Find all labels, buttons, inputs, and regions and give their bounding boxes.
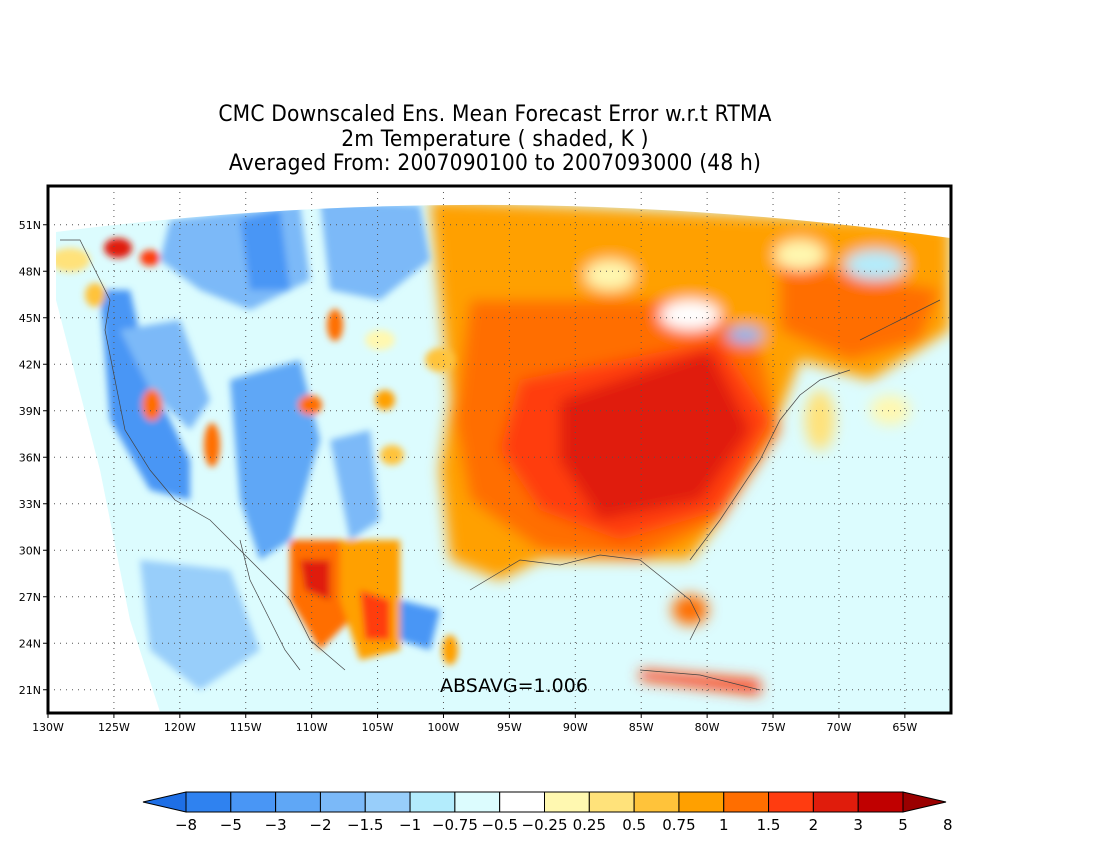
colorbar-swatch <box>319 791 366 813</box>
colorbar-label: 0.25 <box>573 816 606 834</box>
colorbar-label: −0.75 <box>432 816 478 834</box>
colorbar-label: 1 <box>719 816 729 834</box>
lat-tick-label: 27N <box>19 591 41 604</box>
colorbar-label: 2 <box>809 816 819 834</box>
lon-tick-label: 65W <box>892 721 917 734</box>
lat-tick-label: 30N <box>19 544 41 557</box>
longitude-axis: 130W 125W 120W 115W 110W 105W 100W 95W 90W 85W 80W… <box>32 713 917 734</box>
colorbar-swatch <box>812 791 859 813</box>
lat-tick-label: 33N <box>19 498 41 511</box>
colorbar-labels: −8 −5 −3 −2 −1.5 −1 −0.75 −0.5 −0.25 0.25 0.5 0.75 1… <box>175 816 953 834</box>
lon-tick-label: 125W <box>98 721 130 734</box>
lat-tick-label: 48N <box>19 265 41 278</box>
lon-tick-label: 100W <box>428 721 460 734</box>
colorbar-label: −2 <box>309 816 331 834</box>
absavg-label: ABSAVG=1.006 <box>440 675 588 697</box>
coastline-outline <box>60 239 941 691</box>
colorbar-swatch <box>364 791 411 813</box>
colorbar-swatch <box>454 791 501 813</box>
lon-tick-label: 90W <box>563 721 588 734</box>
lat-tick-label: 39N <box>19 405 41 418</box>
lat-tick-label: 24N <box>19 637 41 650</box>
lat-lon-grid <box>48 186 951 713</box>
lon-tick-label: 110W <box>296 721 328 734</box>
lat-tick-label: 42N <box>19 358 41 371</box>
colorbar-swatch <box>902 791 947 813</box>
colorbar-label: −0.5 <box>481 816 517 834</box>
lon-tick-label: 80W <box>695 721 720 734</box>
colorbar-label: −1.5 <box>347 816 383 834</box>
colorbar-swatch <box>544 791 590 813</box>
title-line-1: CMC Downscaled Ens. Mean Forecast Error … <box>218 102 772 127</box>
colorbar-swatch <box>588 791 635 813</box>
colorbar-label: −0.25 <box>522 816 568 834</box>
colorbar-label: −1 <box>399 816 421 834</box>
colorbar-swatch <box>499 791 545 813</box>
colorbar-label: 0.5 <box>622 816 646 834</box>
colorbar-swatch <box>723 791 770 813</box>
colorbar-label: 8 <box>943 816 953 834</box>
lon-tick-label: 105W <box>362 721 394 734</box>
lon-tick-label: 130W <box>32 721 64 734</box>
title-line-2: 2m Temperature ( shaded, K ) <box>341 127 649 152</box>
colorbar <box>142 791 947 813</box>
colorbar-label: 0.75 <box>662 816 695 834</box>
shaded-field <box>56 204 950 713</box>
map-frame <box>46 184 953 715</box>
latitude-axis: 51N 48N 45N 42N 39N 36N 33N 30N 27N 24N 21N <box>19 219 48 697</box>
lon-tick-label: 70W <box>827 721 852 734</box>
colorbar-label: 5 <box>898 816 908 834</box>
lon-tick-label: 95W <box>497 721 522 734</box>
colorbar-label: −8 <box>175 816 197 834</box>
colorbar-swatch <box>230 791 277 813</box>
lon-tick-label: 75W <box>761 721 786 734</box>
lat-tick-label: 21N <box>19 684 41 697</box>
colorbar-swatch <box>678 791 725 813</box>
colorbar-swatch <box>633 791 680 813</box>
lat-tick-label: 36N <box>19 451 41 464</box>
lat-tick-label: 51N <box>19 219 41 232</box>
colorbar-swatch <box>275 791 321 813</box>
colorbar-swatch <box>409 791 456 813</box>
colorbar-swatch <box>185 791 232 813</box>
title-line-3: Averaged From: 2007090100 to 2007093000 … <box>228 151 762 176</box>
lon-tick-label: 115W <box>230 721 262 734</box>
colorbar-swatch <box>142 791 187 813</box>
colorbar-label: −5 <box>220 816 242 834</box>
colorbar-swatch <box>857 791 904 813</box>
lat-tick-label: 45N <box>19 312 41 325</box>
colorbar-label: 3 <box>853 816 863 834</box>
lon-tick-label: 120W <box>164 721 196 734</box>
colorbar-label: 1.5 <box>757 816 781 834</box>
colorbar-label: −3 <box>265 816 287 834</box>
colorbar-swatch <box>768 791 814 813</box>
lon-tick-label: 85W <box>629 721 654 734</box>
